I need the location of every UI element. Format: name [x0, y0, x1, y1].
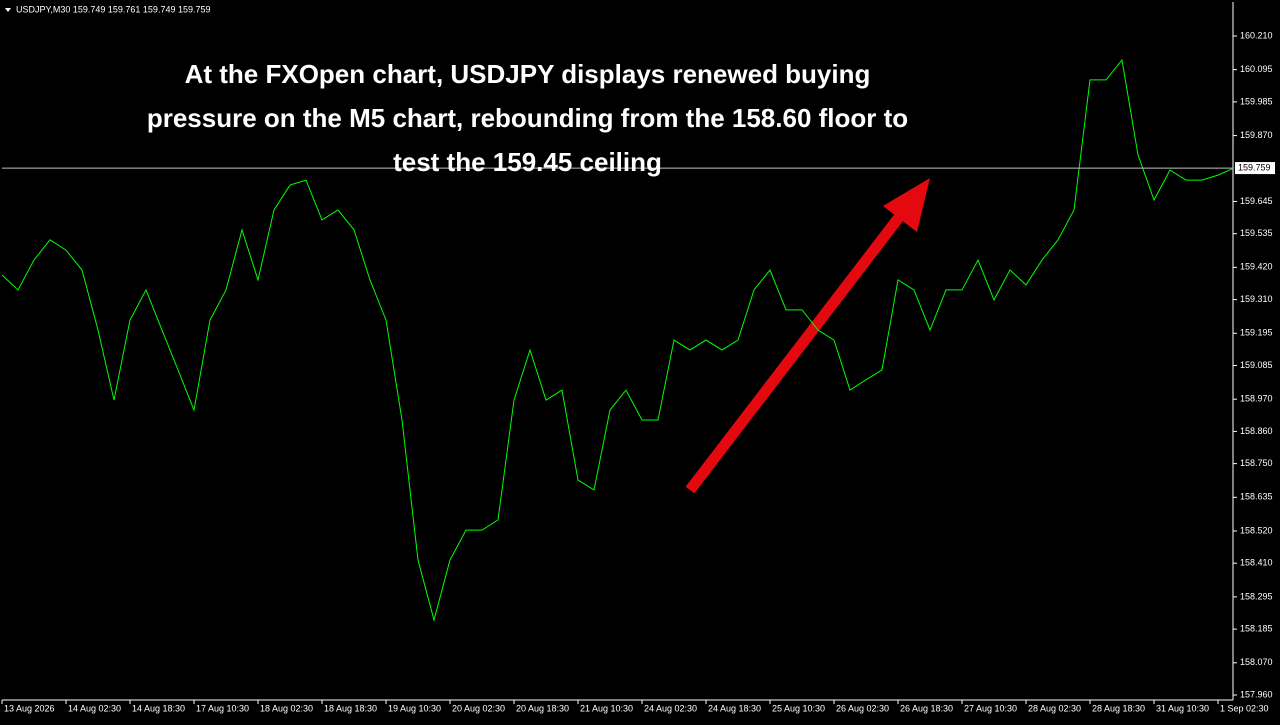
- annotation-line: At the FXOpen chart, USDJPY displays ren…: [184, 59, 871, 89]
- y-tick-label: 158.185: [1240, 623, 1273, 633]
- x-tick-label: 17 Aug 10:30: [196, 703, 249, 713]
- x-tick-label: 31 Aug 10:30: [1156, 703, 1209, 713]
- y-tick-label: 159.310: [1240, 294, 1273, 304]
- x-tick-label: 21 Aug 10:30: [580, 703, 633, 713]
- x-tick-label: 18 Aug 02:30: [260, 703, 313, 713]
- y-tick-label: 158.070: [1240, 657, 1273, 667]
- x-tick-label: 14 Aug 02:30: [68, 703, 121, 713]
- x-tick-label: 20 Aug 18:30: [516, 703, 569, 713]
- x-tick-label: 24 Aug 18:30: [708, 703, 761, 713]
- x-tick-label: 28 Aug 02:30: [1028, 703, 1081, 713]
- price-line: [1, 58, 1235, 622]
- y-tick-label: 159.985: [1240, 96, 1273, 106]
- y-tick-label: 159.535: [1240, 228, 1273, 238]
- arrow-head: [883, 178, 930, 232]
- y-tick-label: 158.750: [1240, 458, 1273, 468]
- y-tick-label: 158.295: [1240, 591, 1273, 601]
- arrow: [685, 178, 930, 494]
- y-tick-label: 158.970: [1240, 394, 1273, 404]
- x-tick-label: 25 Aug 10:30: [772, 703, 825, 713]
- y-tick-label: 159.420: [1240, 262, 1273, 272]
- menu-triangle: [5, 8, 11, 12]
- y-tick-label: 157.960: [1240, 689, 1273, 699]
- arrow-shaft: [685, 212, 905, 494]
- annotation-line: pressure on the M5 chart, rebounding fro…: [146, 103, 909, 133]
- x-tick-label: 28 Aug 18:30: [1092, 703, 1145, 713]
- x-tick-label: 13 Aug 2026: [4, 703, 55, 713]
- y-tick-label: 160.210: [1240, 30, 1273, 40]
- x-tick-label: 19 Aug 10:30: [388, 703, 441, 713]
- y-tick-label: 159.085: [1240, 360, 1273, 370]
- y-tick-label: 158.410: [1240, 558, 1273, 568]
- x-tick-label: 26 Aug 02:30: [836, 703, 889, 713]
- y-tick-label: 159.645: [1240, 196, 1273, 206]
- y-tick-label: 158.520: [1240, 525, 1273, 535]
- x-tick-label: 18 Aug 18:30: [324, 703, 377, 713]
- x-tick-label: 27 Aug 10:30: [964, 703, 1017, 713]
- x-tick-label: 26 Aug 18:30: [900, 703, 953, 713]
- annotation-line: test the 159.45 ceiling: [393, 147, 662, 177]
- x-tick-label: 14 Aug 18:30: [132, 703, 185, 713]
- y-tick-label: 159.195: [1240, 328, 1273, 338]
- y-tick-label: 158.635: [1240, 492, 1273, 502]
- chart-header: USDJPY,M30 159.749 159.761 159.749 159.7…: [16, 4, 211, 14]
- y-tick-label: 159.870: [1240, 130, 1273, 140]
- last-price-box: [1235, 162, 1275, 175]
- last-price-label: 159.759: [1238, 162, 1271, 172]
- x-tick-label: 24 Aug 02:30: [644, 703, 697, 713]
- y-tick-label: 158.860: [1240, 426, 1273, 436]
- x-tick-label: 1 Sep 02:30: [1220, 703, 1269, 713]
- x-tick-label: 20 Aug 02:30: [452, 703, 505, 713]
- annotation: At the FXOpen chart, USDJPY displays ren…: [20, 52, 1035, 184]
- y-tick-label: 160.095: [1240, 64, 1273, 74]
